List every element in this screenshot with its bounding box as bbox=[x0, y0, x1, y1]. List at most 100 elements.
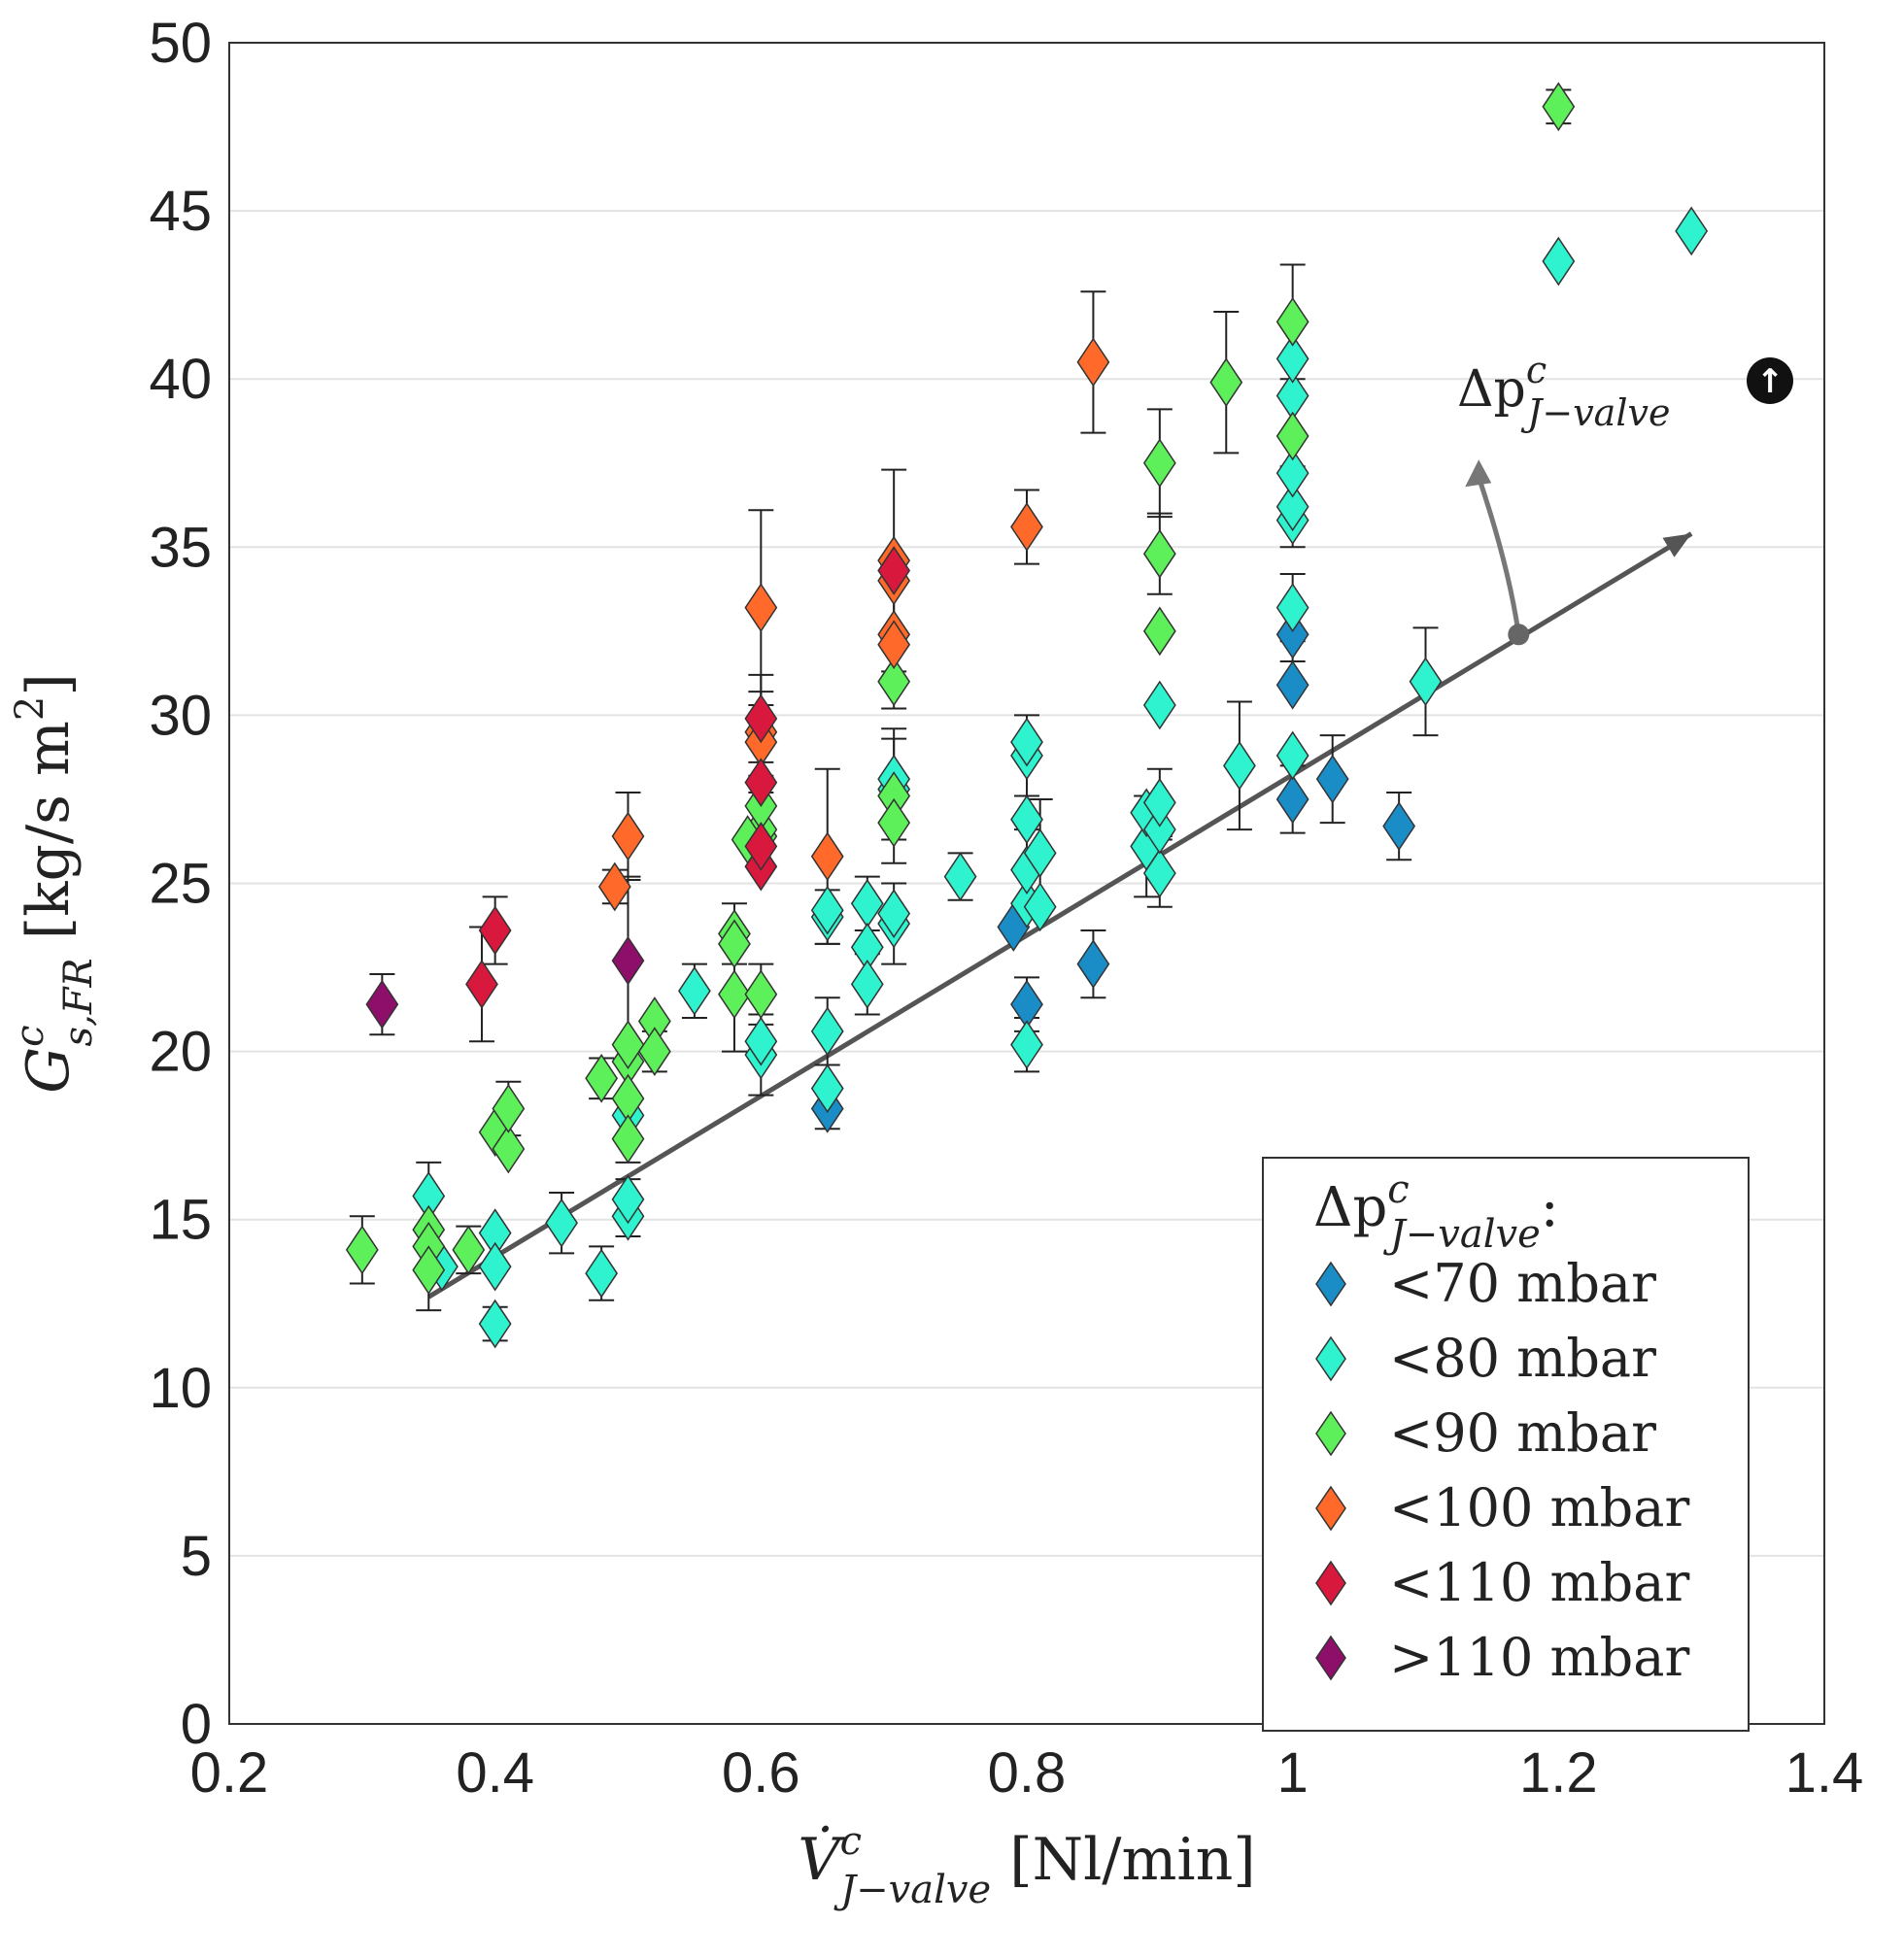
data-point bbox=[744, 693, 778, 744]
data-point bbox=[744, 1016, 778, 1066]
data-point bbox=[545, 1198, 578, 1248]
data-point bbox=[1223, 740, 1256, 791]
trend-line-group bbox=[426, 459, 1693, 1300]
data-point bbox=[465, 960, 498, 1009]
up-arrow-icon bbox=[1747, 357, 1793, 404]
legend-box bbox=[1262, 1157, 1750, 1732]
data-point bbox=[1142, 606, 1176, 657]
x-axis-label: V̇c J−valve [Nl/min] bbox=[798, 1819, 1255, 1912]
data-point bbox=[1023, 827, 1057, 878]
x-axis-unit: [Nl/min] bbox=[991, 1826, 1256, 1894]
legend-label: <80 mbar bbox=[1389, 1328, 1656, 1389]
y-tick-label: 40 bbox=[149, 348, 212, 411]
legend-label: <70 mbar bbox=[1389, 1253, 1656, 1314]
data-point bbox=[744, 822, 778, 871]
data-point bbox=[1142, 848, 1176, 898]
data-point bbox=[585, 1053, 619, 1103]
data-point bbox=[1275, 296, 1309, 347]
data-point bbox=[1275, 482, 1309, 532]
data-point bbox=[1142, 528, 1176, 579]
data-point bbox=[412, 1245, 446, 1295]
trend-pivot-point bbox=[1508, 624, 1530, 646]
legend-marker bbox=[1315, 1261, 1346, 1307]
data-point bbox=[1315, 754, 1349, 804]
data-point bbox=[1275, 334, 1309, 384]
x-tick-label: 0.8 bbox=[988, 1741, 1067, 1805]
legend-label: <100 mbar bbox=[1389, 1477, 1689, 1538]
legend-marker bbox=[1315, 1485, 1346, 1532]
up-arrow-glyph: ↑ bbox=[1756, 362, 1785, 401]
data-point bbox=[1010, 794, 1043, 845]
data-point bbox=[1409, 657, 1443, 707]
y-tick-labels: 0 5 10 15 20 25 30 35 40 45 50 bbox=[149, 12, 212, 1756]
legend-marker bbox=[1315, 1335, 1346, 1382]
data-point bbox=[1382, 801, 1416, 851]
legend-marker bbox=[1315, 1635, 1346, 1681]
curved-arrow bbox=[1476, 476, 1521, 635]
y-axis-unit-end: ] bbox=[15, 673, 83, 695]
legend-title-colon: : bbox=[1541, 1176, 1559, 1239]
y-axis-superscript: c bbox=[8, 1025, 52, 1046]
data-point bbox=[1142, 778, 1176, 827]
annotation-label: Δpc J−valve bbox=[1457, 349, 1670, 434]
data-point bbox=[1076, 939, 1110, 989]
data-point bbox=[877, 797, 911, 848]
data-point bbox=[478, 1299, 512, 1349]
data-point bbox=[611, 935, 645, 986]
x-axis-subscript: J−valve bbox=[833, 1868, 991, 1912]
legend-title-superscript: c bbox=[1387, 1167, 1409, 1212]
data-point bbox=[1275, 448, 1309, 498]
data-point bbox=[1275, 659, 1309, 710]
y-tick-label: 20 bbox=[149, 1021, 212, 1084]
data-point bbox=[1275, 583, 1309, 632]
y-tick-label: 50 bbox=[149, 12, 212, 75]
y-tick-label: 10 bbox=[149, 1357, 212, 1420]
y-axis-unit: [kg/s m bbox=[15, 721, 83, 958]
annotation-symbol: Δp bbox=[1457, 360, 1526, 419]
data-point bbox=[611, 1114, 645, 1164]
legend-label: <110 mbar bbox=[1389, 1552, 1689, 1613]
data-point bbox=[585, 1248, 619, 1299]
legend-marker bbox=[1315, 1560, 1346, 1606]
trend-line-head bbox=[1662, 533, 1692, 557]
data-point bbox=[877, 620, 911, 670]
data-point bbox=[1010, 502, 1043, 552]
x-axis-symbol: V̇ bbox=[798, 1825, 845, 1894]
data-point bbox=[637, 1027, 671, 1076]
curved-arrow-head bbox=[1465, 459, 1492, 488]
data-point bbox=[1275, 609, 1309, 659]
data-point bbox=[1275, 774, 1309, 825]
y-tick-label: 15 bbox=[149, 1189, 212, 1252]
data-point bbox=[850, 960, 884, 1009]
data-point bbox=[1023, 882, 1057, 932]
legend-label: >110 mbar bbox=[1389, 1627, 1689, 1688]
data-point bbox=[611, 811, 645, 861]
data-point bbox=[478, 1241, 512, 1292]
data-point bbox=[744, 758, 778, 807]
y-tick-label: 25 bbox=[149, 853, 212, 916]
x-tick-label: 1 bbox=[1277, 1741, 1309, 1805]
data-point bbox=[1675, 206, 1709, 256]
data-point bbox=[597, 861, 631, 912]
y-axis-subscript: s,FR bbox=[56, 958, 101, 1046]
y-axis-symbol: G bbox=[15, 1047, 83, 1094]
y-axis-label: Gc s,FR [kg/s m2] bbox=[8, 673, 101, 1094]
legend-marker bbox=[1315, 1410, 1346, 1457]
x-tick-label: 0.4 bbox=[456, 1741, 534, 1805]
legend-title-subscript: J−valve bbox=[1383, 1212, 1541, 1257]
data-point bbox=[345, 1225, 379, 1275]
x-tick-label: 1.2 bbox=[1519, 1741, 1598, 1805]
data-point bbox=[810, 831, 844, 882]
data-point bbox=[1542, 236, 1576, 287]
data-point bbox=[1010, 717, 1043, 767]
data-point bbox=[1010, 1020, 1043, 1070]
annotation-superscript: c bbox=[1526, 349, 1547, 391]
legend-label: <90 mbar bbox=[1389, 1402, 1656, 1464]
legend-title: Δpc J−valve: bbox=[1313, 1167, 1559, 1257]
plot-frame bbox=[228, 42, 1825, 1725]
data-point bbox=[810, 1006, 844, 1057]
data-point bbox=[877, 546, 911, 595]
data-point bbox=[1542, 82, 1576, 132]
data-point bbox=[1275, 730, 1309, 781]
